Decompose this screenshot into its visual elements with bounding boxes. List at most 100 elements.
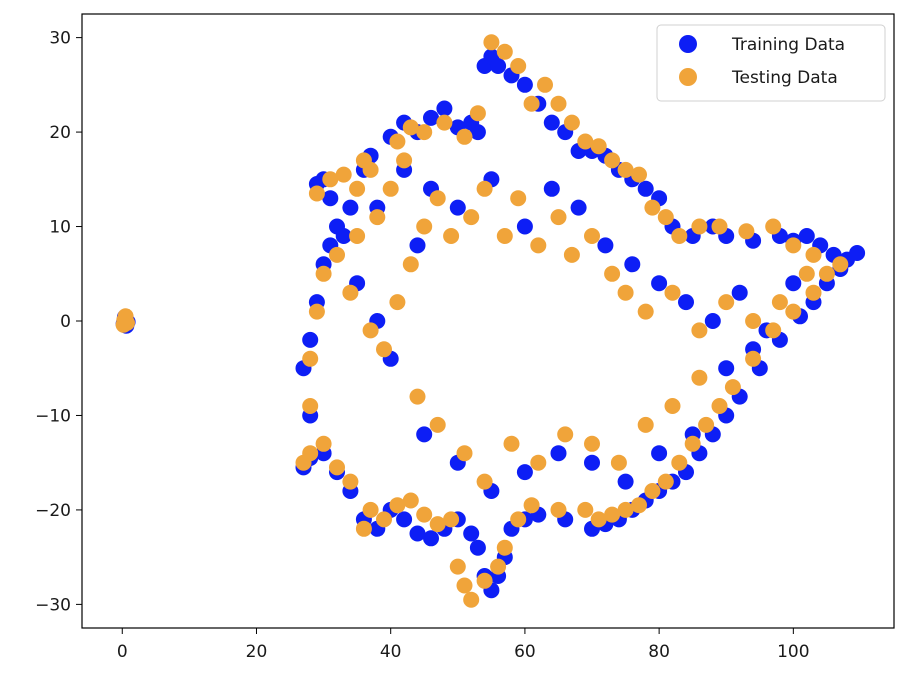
data-point (436, 100, 453, 117)
data-point (637, 416, 654, 433)
data-point (510, 190, 527, 207)
data-point (550, 209, 567, 226)
data-point (550, 95, 567, 112)
data-point (537, 76, 553, 93)
data-point (329, 246, 345, 263)
data-point (543, 114, 560, 131)
data-point (355, 520, 372, 537)
data-point (691, 369, 708, 386)
data-point (463, 209, 480, 226)
data-point (798, 228, 815, 244)
data-point (456, 577, 473, 594)
data-point (389, 133, 406, 150)
x-tick-label: 100 (777, 642, 809, 662)
x-tick-label: 40 (380, 642, 402, 662)
data-point (577, 501, 594, 518)
data-point (496, 539, 513, 556)
y-tick-label: 20 (49, 123, 71, 143)
data-point (718, 360, 735, 377)
data-point (570, 199, 587, 216)
data-point (308, 303, 325, 320)
data-point (644, 199, 661, 216)
data-point (476, 572, 493, 589)
data-point (496, 43, 513, 60)
data-point (429, 190, 446, 207)
data-point (389, 294, 406, 311)
data-point (456, 128, 473, 145)
data-point (423, 109, 439, 126)
data-point (490, 558, 507, 575)
data-point (624, 256, 641, 273)
data-point (691, 322, 708, 339)
data-point (342, 473, 359, 490)
data-point (469, 539, 486, 556)
data-point (315, 265, 332, 282)
legend-label-training: Training Data (731, 35, 845, 55)
data-point (711, 218, 728, 235)
data-point (590, 511, 607, 528)
data-point (785, 237, 802, 254)
data-point (711, 398, 728, 414)
data-point (463, 591, 480, 608)
data-point (745, 313, 762, 329)
y-tick-label: −20 (35, 501, 71, 521)
y-tick-label: 30 (49, 29, 71, 49)
data-point (530, 237, 547, 254)
data-point (644, 483, 661, 499)
data-point (765, 218, 782, 235)
data-point (476, 180, 493, 197)
data-point (349, 180, 366, 197)
legend-label-testing: Testing Data (731, 68, 838, 88)
data-point (631, 166, 647, 183)
data-point (443, 511, 460, 528)
data-point (322, 190, 339, 207)
data-point (523, 497, 540, 514)
data-point (610, 454, 627, 471)
data-point (342, 199, 359, 216)
data-point (429, 516, 446, 533)
data-point (362, 322, 379, 339)
data-point (617, 161, 634, 178)
data-point (115, 316, 132, 333)
series-testing (115, 34, 849, 608)
data-point (664, 398, 681, 414)
data-point (604, 506, 621, 523)
data-point (584, 435, 600, 452)
data-point (543, 180, 560, 197)
data-point (302, 350, 319, 367)
data-point (671, 454, 688, 471)
data-point (329, 459, 345, 476)
data-point (443, 228, 460, 244)
data-point (651, 445, 668, 462)
data-point (469, 124, 486, 141)
data-point (449, 199, 466, 216)
data-point (523, 95, 540, 112)
data-point (584, 228, 600, 244)
data-point (335, 166, 352, 183)
points-layer (115, 34, 866, 608)
data-point (483, 34, 500, 51)
data-point (785, 303, 802, 320)
x-tick-label: 20 (246, 642, 268, 662)
data-point (604, 152, 621, 169)
data-point (563, 114, 580, 131)
data-point (577, 133, 594, 150)
data-point (362, 501, 379, 518)
data-point (456, 445, 473, 462)
y-tick-label: 0 (60, 312, 71, 332)
data-point (322, 171, 339, 188)
data-point (496, 228, 513, 244)
legend-marker-training (679, 35, 697, 53)
x-tick-label: 80 (648, 642, 670, 662)
x-tick-label: 0 (117, 642, 128, 662)
data-point (416, 426, 433, 443)
data-point (731, 284, 748, 301)
data-point (637, 180, 654, 197)
data-point (631, 497, 647, 514)
data-point (657, 209, 674, 226)
data-point (490, 58, 507, 74)
data-point (637, 303, 654, 320)
data-point (376, 511, 392, 528)
ticks-layer: 0 20 40 60 80 100 −30 −20 −10 0 10 20 30 (35, 29, 809, 662)
